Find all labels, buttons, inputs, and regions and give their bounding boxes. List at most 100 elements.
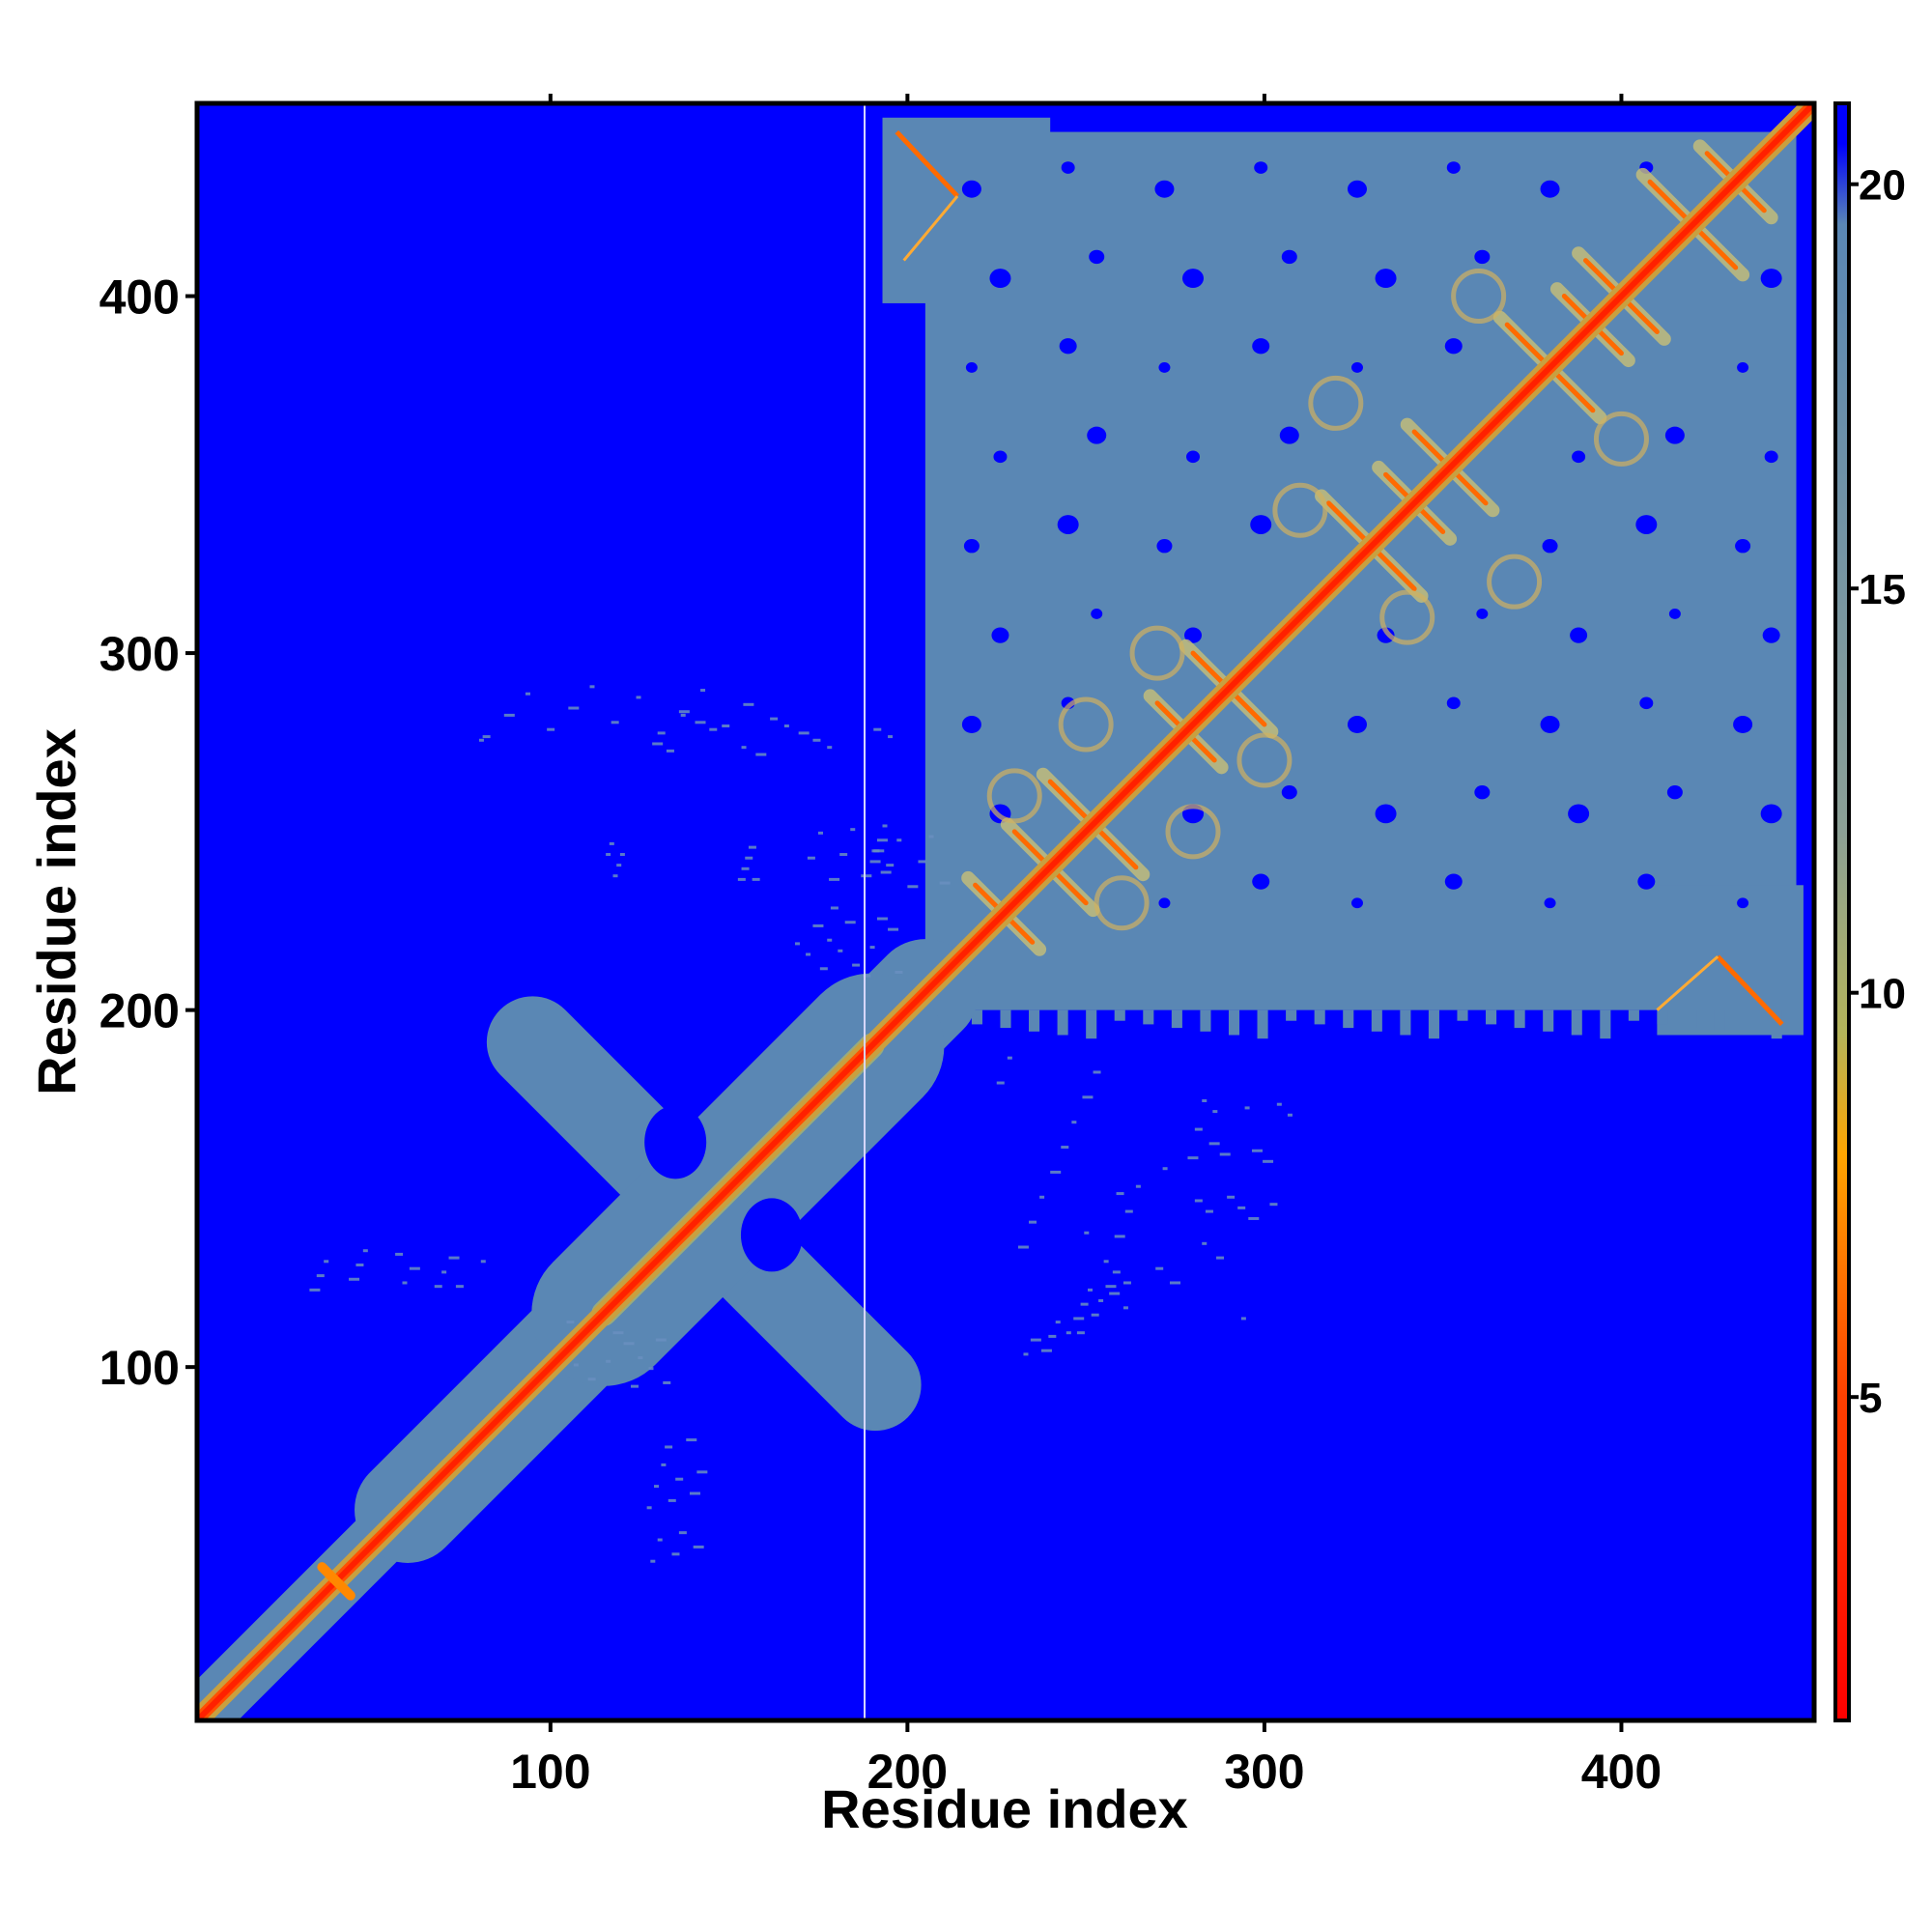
domain-edge-drip	[1685, 1009, 1697, 1029]
y-tick-label: 200	[99, 984, 180, 1038]
domain2-hole	[1639, 696, 1654, 710]
speckle	[1017, 1245, 1029, 1249]
domain2-hole	[1375, 269, 1397, 288]
speckle	[1248, 1216, 1260, 1220]
colorbar-ticks: 5 10 15 20	[1849, 162, 1906, 1422]
speckle	[455, 1285, 464, 1289]
diagonal-core	[197, 103, 1814, 1720]
speckle	[547, 727, 555, 731]
speckle	[441, 1270, 447, 1274]
speckle	[1263, 1159, 1274, 1163]
domain2-hole	[989, 269, 1011, 288]
domain2-hole	[1542, 539, 1558, 554]
speckle	[844, 921, 856, 924]
x-axis: 100 200 300 400	[510, 94, 1662, 1799]
domain-edge-drip	[1114, 1009, 1125, 1021]
speckle	[1082, 1095, 1094, 1099]
domain2-hole	[1735, 539, 1751, 554]
domain-edge-drip	[1543, 1009, 1554, 1032]
domain2-hole	[963, 539, 980, 554]
speckle	[696, 1470, 708, 1474]
speckle	[888, 927, 899, 931]
speckle	[686, 1438, 697, 1442]
speckle	[722, 724, 730, 727]
speckle	[918, 860, 926, 864]
speckle	[806, 952, 811, 956]
speckle	[896, 838, 902, 842]
speckle	[1227, 1195, 1236, 1199]
speckle	[478, 738, 484, 742]
domain2-hole	[1762, 627, 1780, 643]
speckle	[612, 1331, 624, 1335]
speckle	[1216, 1256, 1225, 1260]
domain2-hole	[1154, 180, 1175, 198]
contact-ring	[1129, 625, 1185, 681]
contact-ring	[1272, 482, 1328, 538]
domain-edge-drip	[1371, 1009, 1382, 1032]
domain2-hole	[1570, 627, 1588, 643]
speckle	[1124, 1209, 1133, 1213]
speckle	[873, 727, 882, 731]
speckle	[1065, 1331, 1071, 1335]
speckle	[709, 727, 718, 731]
speckle	[871, 849, 880, 853]
speckle	[623, 1342, 635, 1346]
contact-ring	[1165, 804, 1221, 860]
domain2-hole	[1089, 249, 1105, 265]
speckle	[748, 845, 756, 849]
speckle	[830, 906, 838, 910]
speckle	[1194, 1127, 1203, 1131]
speckle	[895, 970, 903, 974]
colorbar-tick-label: 20	[1859, 162, 1906, 210]
speckle	[1030, 1338, 1041, 1342]
domain2-hole	[1156, 539, 1173, 554]
domain2-hole	[1760, 269, 1782, 288]
speckle	[1135, 1184, 1141, 1188]
y-tick-label: 400	[99, 270, 180, 325]
speckle	[1023, 1352, 1029, 1356]
domain2-hole	[1476, 609, 1489, 619]
domain-edge-drip	[1400, 1009, 1411, 1036]
speckle	[434, 1285, 442, 1289]
domain2-hole	[1737, 362, 1749, 373]
speckle	[1187, 1156, 1199, 1160]
domain2-hole	[1057, 515, 1079, 534]
speckle	[652, 742, 664, 746]
speckle	[619, 853, 625, 857]
domain-edge-drip	[1657, 1009, 1668, 1025]
speckle	[693, 1545, 704, 1548]
colorbar-tick-label: 5	[1859, 1375, 1882, 1422]
contact-strand	[1716, 954, 1784, 1027]
domain-edge-drip	[971, 1009, 982, 1025]
speckle	[355, 1263, 364, 1266]
domain2-hole	[1158, 897, 1171, 909]
domain2-hole	[1764, 450, 1778, 464]
domain2-hole	[1091, 609, 1103, 619]
speckle	[612, 874, 618, 878]
domain2-hole	[1254, 161, 1268, 174]
speckle	[1194, 1199, 1203, 1203]
domain-edge-drip	[1314, 1009, 1325, 1025]
speckle	[1040, 1349, 1052, 1352]
domain-edge-drip	[1514, 1009, 1525, 1029]
speckle	[1007, 1056, 1012, 1060]
speckle	[812, 738, 821, 742]
domain2-hole	[1635, 515, 1658, 534]
x-tick-label: 300	[1224, 1745, 1304, 1799]
speckle	[888, 735, 894, 739]
domain2-hole	[1252, 338, 1270, 355]
domain2-hole	[1760, 804, 1782, 824]
speckle	[783, 724, 789, 727]
domain-edge-drip	[1257, 1009, 1268, 1039]
domain2-hole	[993, 450, 1008, 464]
domain2-hole	[1059, 338, 1077, 355]
speckle	[1276, 1102, 1282, 1106]
y-tick-label: 100	[99, 1341, 180, 1395]
domain-edge-drip	[1200, 1009, 1211, 1032]
speckle	[1116, 1192, 1124, 1196]
contact-ring	[1308, 375, 1364, 431]
speckle	[654, 1485, 660, 1489]
domain2-hole	[1087, 426, 1107, 444]
domain2-hole	[1279, 426, 1299, 444]
